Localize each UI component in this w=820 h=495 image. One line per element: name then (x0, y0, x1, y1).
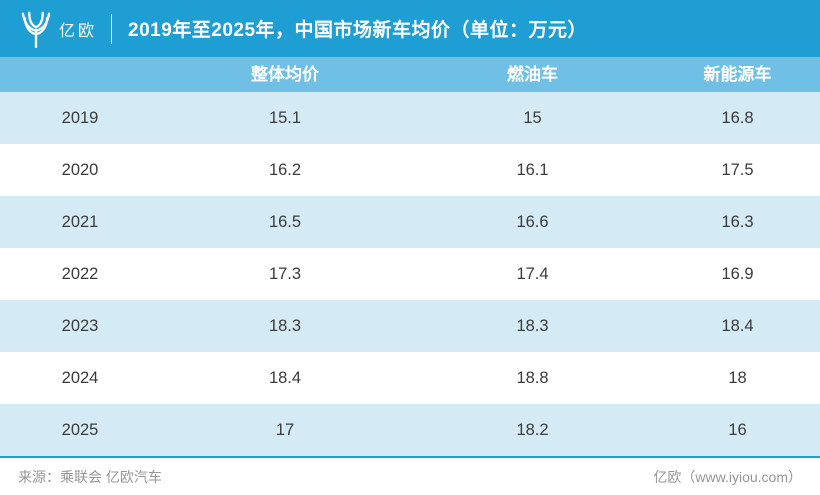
brand-logo-text: 亿欧 (59, 22, 98, 40)
overall-cell: 16.2 (268, 160, 302, 179)
table-row-2020: 2020 16.2 16.1 17.5 (0, 144, 820, 196)
footer-source: 来源：乘联会 亿欧汽车 (18, 468, 162, 485)
table-row-2019: 2019 15.1 15 16.8 (0, 92, 820, 144)
year-cell: 2025 (61, 420, 99, 439)
page-title: 2019年至2025年，中国市场新车均价（单位：万元） (128, 20, 588, 41)
overall-cell: 17 (275, 420, 295, 439)
header-divider (111, 13, 113, 44)
overall-cell: 18.4 (268, 368, 302, 387)
nev-cell: 16.3 (721, 212, 754, 231)
fuel-cell: 18.3 (516, 316, 549, 335)
year-cell: 2024 (61, 368, 99, 387)
table-row-2024: 2024 18.4 18.8 18 (0, 352, 820, 404)
table-row-2025: 2025 17 18.2 16 (0, 404, 820, 456)
fuel-cell: 16.6 (516, 212, 549, 231)
col-header-nev: 新能源车 (703, 65, 772, 84)
footer: 来源：乘联会 亿欧汽车 亿欧（www.iyiou.com） (0, 458, 820, 495)
overall-cell: 16.5 (268, 212, 302, 231)
overall-cell: 17.3 (268, 264, 302, 283)
nev-cell: 16.9 (721, 264, 754, 283)
col-header-overall: 整体均价 (251, 65, 319, 84)
table-row-2022: 2022 17.3 17.4 16.9 (0, 248, 820, 300)
year-cell: 2022 (61, 264, 99, 283)
nev-cell: 16.8 (721, 108, 754, 127)
footer-rule (0, 456, 820, 458)
year-cell: 2019 (61, 108, 99, 127)
year-cell: 2020 (61, 160, 99, 179)
nev-cell: 16 (728, 420, 747, 439)
fuel-cell: 18.2 (516, 420, 549, 439)
nev-cell: 18.4 (721, 316, 754, 335)
fuel-cell: 15 (523, 108, 542, 127)
header-bar: 亿欧 2019年至2025年，中国市场新车均价（单位：万元） (0, 0, 820, 57)
nev-cell: 18 (728, 368, 747, 387)
fuel-cell: 16.1 (516, 160, 549, 179)
overall-cell: 15.1 (268, 108, 302, 127)
nev-cell: 17.5 (721, 160, 754, 179)
col-header-fuel: 燃油车 (507, 65, 558, 84)
footer-credit: 亿欧（www.iyiou.com） (653, 468, 802, 485)
price-table: 2019 15.1 15 16.8 2020 16.2 16.1 17.5 20… (0, 92, 820, 456)
fuel-cell: 17.4 (516, 264, 549, 283)
table-header-row: 整体均价 燃油车 新能源车 (0, 57, 820, 92)
year-cell: 2021 (61, 212, 99, 231)
year-cell: 2023 (61, 316, 99, 335)
overall-cell: 18.3 (268, 316, 302, 335)
fuel-cell: 18.8 (516, 368, 549, 387)
table-row-2021: 2021 16.5 16.6 16.3 (0, 196, 820, 248)
brand-logo: 亿欧 (18, 9, 97, 49)
table-row-2023: 2023 18.3 18.3 18.4 (0, 300, 820, 352)
iyiou-wheat-icon (18, 9, 54, 49)
